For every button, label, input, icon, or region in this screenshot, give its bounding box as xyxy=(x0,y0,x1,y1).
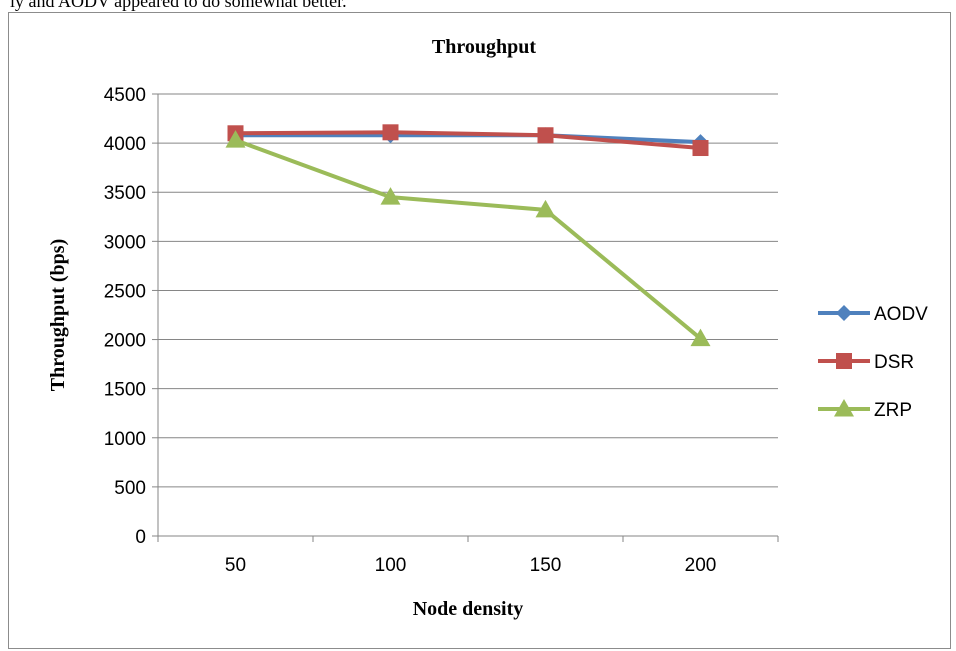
gridlines xyxy=(158,93,778,488)
chart-title: Throughput xyxy=(432,36,536,58)
series-line-dsr xyxy=(235,130,701,151)
series-zrp xyxy=(225,130,711,347)
x-tick-label: 150 xyxy=(530,555,562,576)
series xyxy=(225,124,711,347)
y-tick-label: 1500 xyxy=(104,380,146,401)
legend-marker-dsr xyxy=(836,353,852,369)
x-tick-label: 100 xyxy=(375,555,407,576)
legend: AODV DSR ZRP xyxy=(818,304,928,421)
data-point-dsr xyxy=(692,140,709,157)
legend-item-zrp: ZRP xyxy=(818,399,912,421)
y-tick-label: 500 xyxy=(114,478,146,499)
series-line-zrp xyxy=(234,138,702,341)
data-point-zrp xyxy=(380,187,401,205)
y-tick-label: 4500 xyxy=(104,85,146,106)
legend-marker-aodv xyxy=(836,305,852,321)
legend-label-aodv: AODV xyxy=(874,304,928,325)
x-tick-label: 200 xyxy=(685,555,717,576)
y-tick-label: 3000 xyxy=(104,232,146,253)
x-tick-label: 50 xyxy=(225,555,246,576)
y-tick-label: 0 xyxy=(135,527,146,548)
y-tick-label: 4000 xyxy=(104,134,146,155)
data-point-zrp xyxy=(225,130,246,148)
legend-label-zrp: ZRP xyxy=(874,400,912,421)
axes xyxy=(152,93,779,542)
y-axis-label: Throughput (bps) xyxy=(47,239,69,391)
data-point-zrp xyxy=(535,199,556,218)
y-tick-label: 2500 xyxy=(104,281,146,302)
x-tick-labels: 50 100 150 200 xyxy=(225,555,716,576)
series-aodv xyxy=(227,127,709,151)
top-text-fragment: ly and AODV appeared to do somewhat bett… xyxy=(10,0,347,11)
y-tick-label: 1000 xyxy=(104,429,146,450)
y-tick-label: 3500 xyxy=(104,183,146,204)
chart-frame xyxy=(8,12,951,649)
legend-label-dsr: DSR xyxy=(874,352,914,373)
y-tick-label: 2000 xyxy=(104,331,146,352)
legend-item-dsr: DSR xyxy=(818,352,914,373)
legend-marker-zrp xyxy=(834,399,854,417)
data-point-zrp xyxy=(690,328,711,347)
x-axis-label: Node density xyxy=(413,598,524,620)
legend-item-aodv: AODV xyxy=(818,304,928,325)
data-point-dsr xyxy=(537,127,554,144)
y-tick-labels: 0 500 1000 1500 2000 2500 3000 3500 4000 4500 xyxy=(104,85,146,548)
data-point-dsr xyxy=(382,124,399,141)
